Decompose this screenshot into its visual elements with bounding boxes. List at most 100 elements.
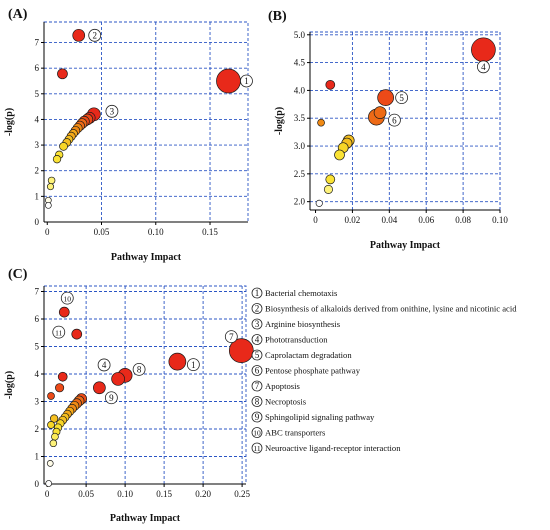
x-axis-title: Pathway Impact [111,252,182,263]
point-number-badge [251,349,263,361]
point-number-label: 9 [109,393,114,403]
legend-item: 6 Pentose phosphate pathway [251,365,361,376]
point-number-label: 5 [255,350,260,360]
point-number-label: 7 [255,381,260,391]
x-tick-label: 0.06 [418,215,434,225]
legend-item: 9 Sphingolipid signaling pathway [251,411,375,423]
legend-item: 4 Phototransduction [251,334,328,345]
point-number-badge [251,427,263,438]
y-tick-label: 3.5 [294,113,306,123]
x-tick-label: 0.04 [381,215,397,225]
data-point [315,199,323,207]
y-tick-label: 1 [35,191,40,201]
legend-item: 3 Arginine biosynthesis [251,318,341,330]
point-number-badge [105,104,119,118]
point-number-label: 11 [55,328,62,337]
point-number-badge [395,91,409,105]
y-axis-title: -log(p) [4,371,15,399]
y-tick-label: 6 [35,63,40,73]
point-number-badge [186,358,200,372]
legend-item-text: Pentose phosphate pathway [265,366,361,376]
y-tick-label: 2 [35,424,40,434]
data-point [57,371,68,382]
point-number-badge [476,60,490,74]
point-number-badge [97,358,111,372]
legend-item: 1 Bacterial chemotaxis [251,287,338,299]
plot-frame [43,21,249,223]
data-point [93,381,106,395]
legend-item-text: Bacterial chemotaxis [265,288,338,298]
y-tick-label: 1 [35,452,40,462]
x-tick-label: 0.10 [148,227,164,237]
legend-item-text: Sphingolipid signaling pathway [265,412,375,422]
data-point [45,480,53,487]
data-point [58,306,70,318]
legend-item: 7 Apoptosis [251,380,301,392]
point-number-label: 8 [255,397,260,407]
x-tick-label: 0 [45,489,50,499]
data-point [47,392,55,400]
point-number-label: 11 [253,444,260,453]
legend-item: 2 Biosynthesis of alkaloids derived from … [251,303,517,314]
point-number-badge [251,303,263,314]
panel-a: 0 0.05 0.10 0.15 1 2 3 4 5 6 7 0 Pathway Impact -log(… [4,7,253,263]
y-tick-label: 4 [35,369,40,379]
data-point [55,383,65,393]
x-tick-label: 0.15 [202,227,218,237]
point-number-badge [132,362,146,376]
data-point [49,414,59,423]
point-number-label: 6 [255,366,260,376]
point-number-badge [251,396,263,407]
legend-item: 8 Necroptosis [251,396,307,407]
panel-label: (A) [8,7,28,22]
data-point [325,174,336,185]
point-number-badge [88,28,102,42]
point-number-badge [251,380,263,392]
point-number-badge [251,365,263,376]
legend: 1 Bacterial chemotaxis 2 Biosynthesis of al… [251,287,517,454]
y-tick-label: 0 [35,217,40,227]
y-tick-label: 2.5 [294,169,306,179]
point-number-badge [388,113,401,127]
data-point [72,28,86,42]
x-axis-title: Pathway Impact [370,240,441,251]
x-tick-label: 0.10 [117,489,133,499]
y-tick-label: 5.0 [294,30,306,40]
x-tick-label: 0.05 [94,227,110,237]
y-tick-label: 4.0 [294,85,306,95]
y-tick-label: 5 [35,342,40,352]
point-number-label: 1 [244,76,249,86]
data-point [44,201,52,209]
y-tick-label: 4.5 [294,58,306,68]
y-tick-label: 7 [35,287,40,297]
point-number-label: 4 [102,360,107,370]
point-number-badge [251,287,263,299]
data-point [377,89,394,106]
y-tick-label: 7 [35,38,40,48]
data-point [47,176,56,185]
data-point [325,79,336,90]
x-tick-label: 0.08 [455,215,471,225]
data-point [216,68,241,94]
x-tick-label: 0.10 [492,215,508,225]
point-number-badge [240,74,253,88]
legend-item-text: Biosynthesis of alkaloids derived from o… [265,304,517,314]
panel-b: 0 0.02 0.04 0.06 0.08 0.10 2.0 2.5 3.0 3.5 4.0 4.5 5… [268,9,508,251]
data-point [317,118,325,127]
data-point [46,183,55,191]
x-tick-label: 0.15 [156,489,172,499]
panel-c: 0 0.05 0.10 0.15 0.20 0.25 1 2 3 4 5 6 7 0 Pathway Imp… [4,267,254,524]
point-number-label: 1 [191,360,196,370]
y-tick-label: 3 [35,140,40,150]
point-number-label: 10 [253,429,261,438]
data-point [228,338,254,363]
x-tick-label: 0 [45,227,50,237]
x-tick-label: 0.02 [345,215,361,225]
data-point [111,372,125,386]
panel-label: (C) [8,267,28,282]
point-number-label: 4 [481,62,486,72]
point-number-badge [251,442,263,454]
legend-item: 5 Caprolactam degradation [251,349,352,361]
data-point [59,142,68,151]
